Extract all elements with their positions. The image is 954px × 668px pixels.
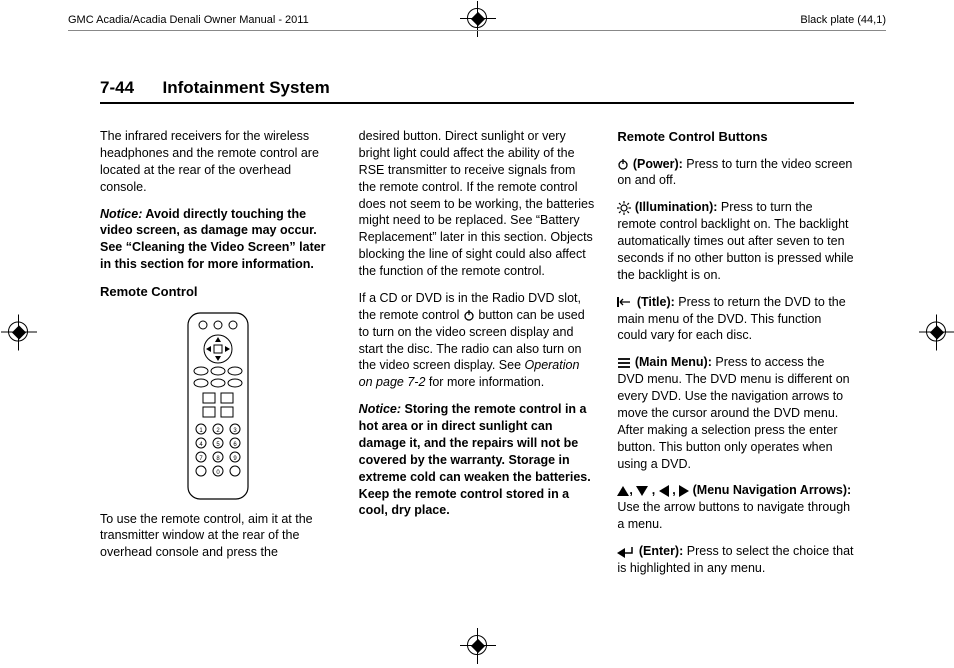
title-icon <box>617 296 633 308</box>
def-main-menu: (Main Menu): Press to access the DVD men… <box>617 354 854 472</box>
def-illumination: (Illumination): Press to turn the remote… <box>617 199 854 283</box>
arrow-left-icon <box>659 485 669 497</box>
illumination-icon <box>617 201 631 215</box>
svg-text:1: 1 <box>200 428 204 434</box>
col1-para-1: The infrared receivers for the wireless … <box>100 128 337 196</box>
registration-mark-left <box>8 322 28 347</box>
notice-label: Notice: <box>359 402 401 416</box>
svg-text:4: 4 <box>200 442 204 448</box>
section-header: 7-44 Infotainment System <box>100 78 854 104</box>
notice-text: Storing the remote control in a hot area… <box>359 402 591 517</box>
col2-notice: Notice: Storing the remote control in a … <box>359 401 596 519</box>
remote-buttons-heading: Remote Control Buttons <box>617 128 854 146</box>
svg-text:6: 6 <box>234 442 238 448</box>
svg-text:3: 3 <box>234 428 238 434</box>
content-columns: The infrared receivers for the wireless … <box>100 128 854 618</box>
remote-control-heading: Remote Control <box>100 283 337 301</box>
col1-notice: Notice: Avoid directly touching the vide… <box>100 206 337 274</box>
svg-text:2: 2 <box>217 428 221 434</box>
section-title: Infotainment System <box>162 78 329 97</box>
column-2: desired button. Direct sunlight or very … <box>359 128 596 618</box>
header-right-text: Black plate (44,1) <box>800 14 886 26</box>
enter-icon <box>617 546 635 558</box>
column-1: The infrared receivers for the wireless … <box>100 128 337 618</box>
svg-text:9: 9 <box>234 456 238 462</box>
col2-para-1: desired button. Direct sunlight or very … <box>359 128 596 280</box>
col2-para-2: If a CD or DVD is in the Radio DVD slot,… <box>359 290 596 391</box>
page-header: GMC Acadia/Acadia Denali Owner Manual - … <box>0 14 954 44</box>
def-enter: (Enter): Press to select the choice that… <box>617 543 854 577</box>
def-title: (Title): Press to return the DVD to the … <box>617 294 854 345</box>
svg-text:7: 7 <box>200 456 204 462</box>
menu-icon <box>617 357 631 369</box>
header-divider <box>68 30 886 31</box>
power-icon-inline <box>463 309 475 321</box>
manual-page: GMC Acadia/Acadia Denali Owner Manual - … <box>0 0 954 668</box>
svg-text:5: 5 <box>217 442 221 448</box>
arrow-right-icon <box>679 485 689 497</box>
notice-label: Notice: <box>100 207 142 221</box>
def-nav-arrows: , , , (Menu Navigation Arrows): Use the … <box>617 482 854 533</box>
svg-text:8: 8 <box>217 456 221 462</box>
arrow-up-icon <box>617 486 629 496</box>
registration-mark-bottom <box>467 635 487 660</box>
column-3: Remote Control Buttons (Power): Press to… <box>617 128 854 618</box>
def-power: (Power): Press to turn the video screen … <box>617 156 854 190</box>
page-number: 7-44 <box>100 78 134 97</box>
power-icon <box>617 158 629 170</box>
header-left-text: GMC Acadia/Acadia Denali Owner Manual - … <box>68 14 309 26</box>
registration-mark-right <box>926 322 946 347</box>
arrow-down-icon <box>636 486 648 496</box>
remote-control-illustration: 1 2 3 4 5 6 7 8 9 0 <box>163 311 273 501</box>
svg-text:0: 0 <box>217 470 221 476</box>
col1-para-2: To use the remote control, aim it at the… <box>100 511 337 562</box>
